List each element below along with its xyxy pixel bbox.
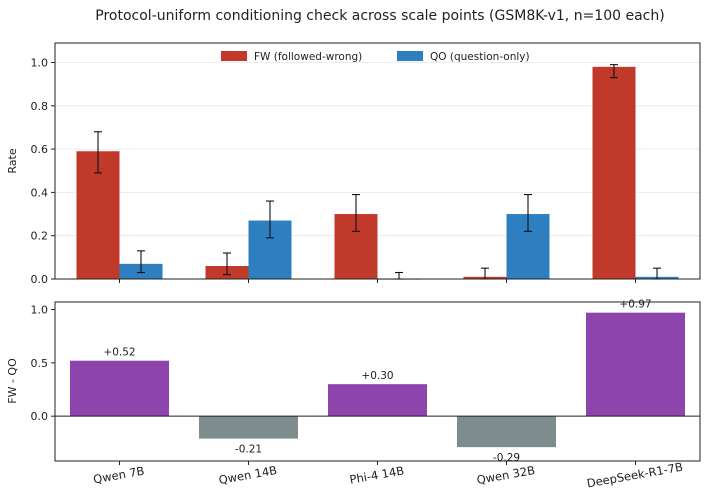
diff-value-label: +0.52 [103, 347, 135, 359]
chart-title: Protocol-uniform conditioning check acro… [95, 8, 664, 24]
legend-label-fw: FW (followed-wrong) [254, 51, 362, 63]
top-y-tick-label: 0.6 [31, 143, 49, 156]
x-category-label: Qwen 7B [92, 464, 145, 487]
diff-bar [328, 384, 427, 417]
x-category-label: Qwen 14B [218, 463, 279, 487]
diff-bar [457, 416, 556, 448]
diff-value-label: -0.21 [235, 444, 262, 456]
bottom-y-tick-label: 1.0 [31, 303, 49, 316]
legend-swatch-fw [221, 51, 247, 61]
x-category-label: Qwen 32B [476, 463, 537, 487]
top-y-tick-label: 0.0 [31, 273, 49, 286]
top-bar-fw [592, 66, 636, 279]
x-category-label: Phi-4 14B [348, 463, 405, 486]
bottom-y-tick-label: 0.0 [31, 410, 49, 423]
legend-label-qo: QO (question-only) [430, 51, 530, 63]
top-panel: 0.0 0.2 0.4 0.6 0.8 1.0 Rate FW (followed-wro… [6, 42, 701, 286]
top-y-axis-label: Rate [6, 148, 19, 173]
bottom-y-axis-label: FW - QO [6, 358, 19, 404]
x-category-label: DeepSeek-R1-7B [586, 460, 684, 491]
bottom-y-tick-label: 0.5 [31, 357, 49, 370]
legend-swatch-qo [397, 51, 423, 61]
diff-value-label: +0.30 [361, 370, 393, 382]
diff-bar [70, 360, 169, 417]
legend: FW (followed-wrong) QO (question-only) [221, 51, 530, 63]
top-y-tick-label: 1.0 [31, 56, 49, 69]
top-y-tick-label: 0.4 [31, 186, 49, 199]
diff-bar [199, 416, 298, 439]
diff-bar [586, 312, 685, 417]
top-y-tick-label: 0.8 [31, 100, 49, 113]
bottom-panel: +0.52-0.21+0.30-0.29+0.97 0.00.51.0 FW -… [6, 299, 701, 491]
top-y-tick-label: 0.2 [31, 230, 49, 243]
diff-value-label: +0.97 [619, 299, 651, 311]
